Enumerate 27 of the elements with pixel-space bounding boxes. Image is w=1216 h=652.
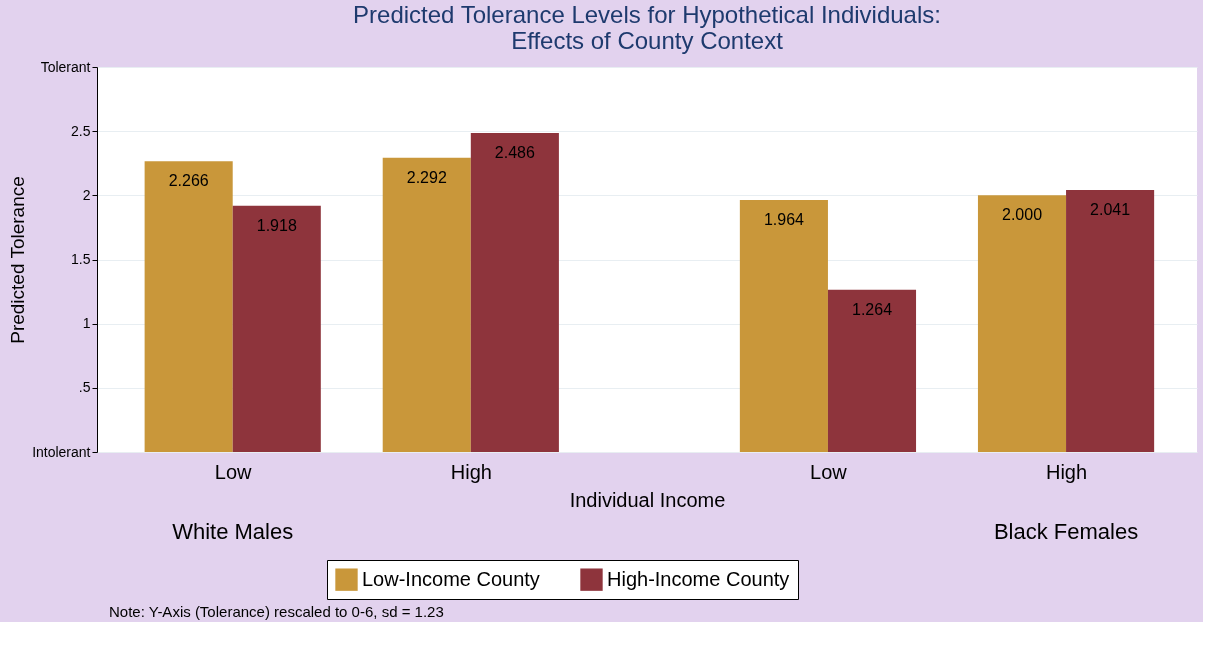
data-label: 2.266 [168, 172, 209, 190]
chart-title: Predicted Tolerance Levels for Hypothetical Individuals: Effects of County Context [353, 1, 941, 54]
data-label: 2.486 [494, 143, 535, 161]
data-label: 1.964 [763, 210, 805, 228]
data-label: 2.000 [1001, 206, 1043, 224]
y-tick-label: Tolerant [40, 58, 91, 75]
x-tick-label: Low [810, 460, 848, 483]
data-label: 2.292 [406, 168, 447, 186]
y-tick-label: Intolerant [32, 443, 91, 460]
legend-label: Low-Income County [362, 567, 540, 590]
legend-label: High-Income County [607, 567, 790, 590]
text: Black Females [993, 519, 1139, 544]
y-axis-title: Predicted Tolerance [7, 176, 29, 344]
y-tick-label: 2.5 [71, 122, 91, 139]
y-tick-label: 1.5 [71, 251, 91, 267]
text: White Males [172, 519, 294, 544]
data-label: 1.918 [256, 216, 297, 234]
x-tick-label: Low [214, 460, 253, 483]
x-tick-label: High [450, 460, 492, 483]
y-tick-label: .5 [78, 379, 91, 396]
x-axis-title: Individual Income [569, 488, 726, 511]
text: Note: Y-Axis (Tolerance) rescaled to 0-6, sd = 1.23 [109, 603, 444, 620]
x-tick-label: High [1045, 460, 1088, 483]
data-label: 1.264 [851, 300, 893, 318]
data-label: 2.041 [1090, 201, 1131, 219]
y-tick-label: 1 [82, 315, 91, 332]
y-tick-label: 2 [82, 186, 91, 203]
